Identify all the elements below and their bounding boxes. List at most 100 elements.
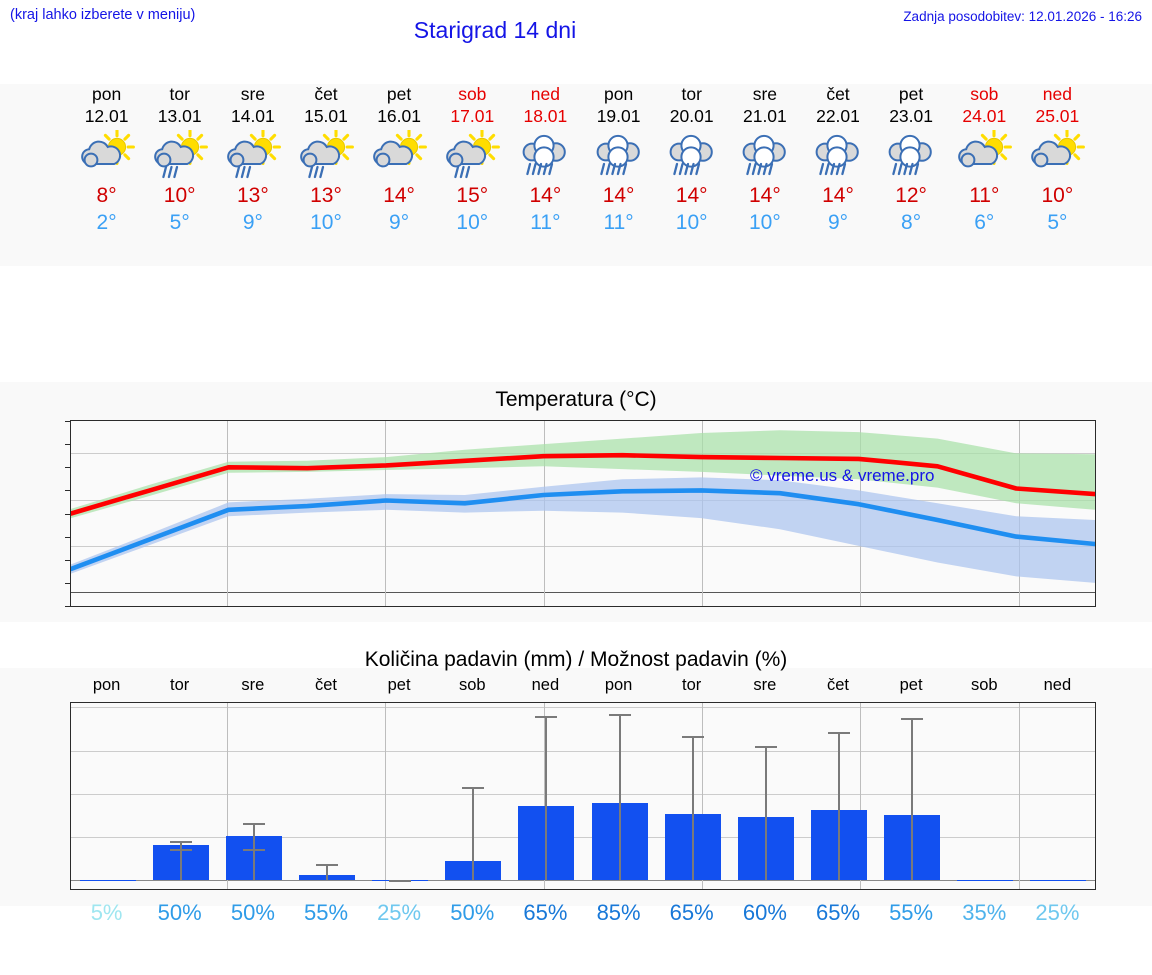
temperature-min: 9° <box>242 211 263 234</box>
day-of-week: čet <box>826 84 850 104</box>
day-of-week: sre <box>240 84 266 104</box>
precipitation-probability-label: 25% <box>1035 900 1080 925</box>
error-bar-line <box>326 863 328 881</box>
day-of-week: pon <box>91 84 122 104</box>
temperature-plot <box>65 420 1096 607</box>
gridline-vertical <box>544 421 545 606</box>
precipitation-day-label: ned <box>1043 676 1072 694</box>
error-bar-line <box>545 716 548 881</box>
gridline-vertical <box>385 421 386 606</box>
temperature-max: 10° <box>163 184 196 207</box>
forecast-day-column: tor 20.01 14° 10° <box>653 84 731 236</box>
sun-cloud-rain-icon <box>149 130 211 182</box>
precipitation-day-label: pon <box>92 676 121 694</box>
precipitation-probability-label: 65% <box>669 900 714 925</box>
forecast-day-column: čet 22.01 14° 9° <box>799 84 877 236</box>
forecast-day-column: sre 14.01 13° 9° <box>214 84 292 236</box>
temperature-max: 11° <box>969 184 1000 207</box>
page-title: Starigrad 14 dni <box>413 17 577 43</box>
precipitation-bar <box>79 880 136 882</box>
error-bar-cap-top <box>754 746 777 749</box>
precipitation-probability-label: 60% <box>742 900 787 925</box>
temperature-max: 14° <box>749 184 781 207</box>
gridline-vertical <box>1019 421 1020 606</box>
gridline-vertical <box>385 703 386 889</box>
day-date: 18.01 <box>523 106 568 126</box>
weather-icon-slot <box>799 130 877 182</box>
gridline-vertical <box>702 421 703 606</box>
weather-icon-slot <box>726 130 804 182</box>
temperature-min: 2° <box>96 211 117 234</box>
day-date: 16.01 <box>377 106 421 126</box>
precipitation-probability-label: 65% <box>815 900 861 925</box>
precipitation-plot <box>70 702 1096 890</box>
precipitation-day-label: sre <box>241 676 265 694</box>
error-bar-cap-top <box>901 717 924 720</box>
day-date: 19.01 <box>596 106 641 126</box>
day-of-week: pet <box>898 84 924 104</box>
temperature-min: 9° <box>389 211 410 234</box>
precipitation-day-label: pon <box>604 676 633 694</box>
gridline-vertical <box>702 703 703 889</box>
precipitation-day-label: sob <box>458 676 486 694</box>
weather-icon-slot <box>872 130 950 182</box>
precipitation-day-label: sob <box>970 676 998 694</box>
temperature-min: 10° <box>310 211 342 234</box>
axis-tick-mark <box>65 559 71 561</box>
error-bar-line <box>179 840 182 881</box>
temperature-min: 11° <box>530 211 561 234</box>
error-bar-cap-bottom <box>242 849 265 852</box>
precipitation-bar <box>957 880 1014 882</box>
day-date: 13.01 <box>157 106 202 126</box>
gridline-horizontal <box>71 837 1095 839</box>
error-bar-line <box>838 732 840 881</box>
axis-tick-mark <box>65 490 71 492</box>
forecast-day-column: ned 18.01 14° 11° <box>506 84 584 236</box>
temperature-line <box>71 452 1095 516</box>
gridline-vertical <box>1019 703 1020 889</box>
weather-icon-slot <box>506 130 584 182</box>
gridline-vertical <box>860 421 861 606</box>
temperature-min: 5° <box>1047 211 1068 234</box>
gridline-vertical <box>544 703 545 889</box>
axis-tick-mark <box>65 513 71 515</box>
axis-tick-mark <box>65 467 71 469</box>
day-date: 25.01 <box>1035 106 1080 126</box>
temperature-max: 14° <box>822 184 854 207</box>
cloud-rain-icon <box>734 130 796 182</box>
error-bar-cap-top <box>535 716 558 718</box>
gridline-horizontal <box>71 499 1095 501</box>
gridline-vertical <box>227 703 228 889</box>
temperature-min: 10° <box>749 211 781 234</box>
day-of-week: pon <box>603 84 634 104</box>
precipitation-chart-title: Količina padavin (mm) / Možnost padavin … <box>364 648 788 671</box>
gridline-vertical <box>227 421 228 606</box>
precipitation-day-label: čet <box>826 676 849 694</box>
day-date: 20.01 <box>669 106 714 126</box>
day-date: 15.01 <box>304 106 348 126</box>
temperature-min: 10° <box>675 211 708 234</box>
sun-cloud-icon <box>1026 130 1088 182</box>
gridline-horizontal <box>71 707 1095 709</box>
temperature-uncertainty-band <box>71 430 1095 519</box>
weather-icon-slot <box>580 130 658 182</box>
error-bar-line <box>691 735 694 881</box>
gridline-horizontal <box>71 545 1095 547</box>
weather-icon-slot <box>287 130 365 182</box>
precipitation-probability-label: 55% <box>889 900 934 925</box>
error-bar-cap-top <box>462 786 485 789</box>
weather-icon-slot <box>653 130 731 182</box>
error-bar-cap-top <box>828 732 850 735</box>
sun-cloud-icon <box>368 130 430 182</box>
temperature-max: 14° <box>675 184 708 207</box>
forecast-day-column: sob 24.01 11° 6° <box>945 84 1023 236</box>
forecast-day-column: čet 15.01 13° 10° <box>287 84 365 236</box>
axis-tick-mark <box>65 606 71 607</box>
day-of-week: sob <box>458 84 487 104</box>
precipitation-probability-label: 50% <box>157 900 202 925</box>
sun-cloud-rain-icon <box>295 130 357 182</box>
last-updated: Zadnja posodobitev: 12.01.2026 - 16:26 <box>903 9 1142 24</box>
temperature-max: 14° <box>529 184 562 207</box>
temperature-chart-title: Temperatura (°C) <box>495 388 657 411</box>
error-bar-line <box>472 786 475 881</box>
